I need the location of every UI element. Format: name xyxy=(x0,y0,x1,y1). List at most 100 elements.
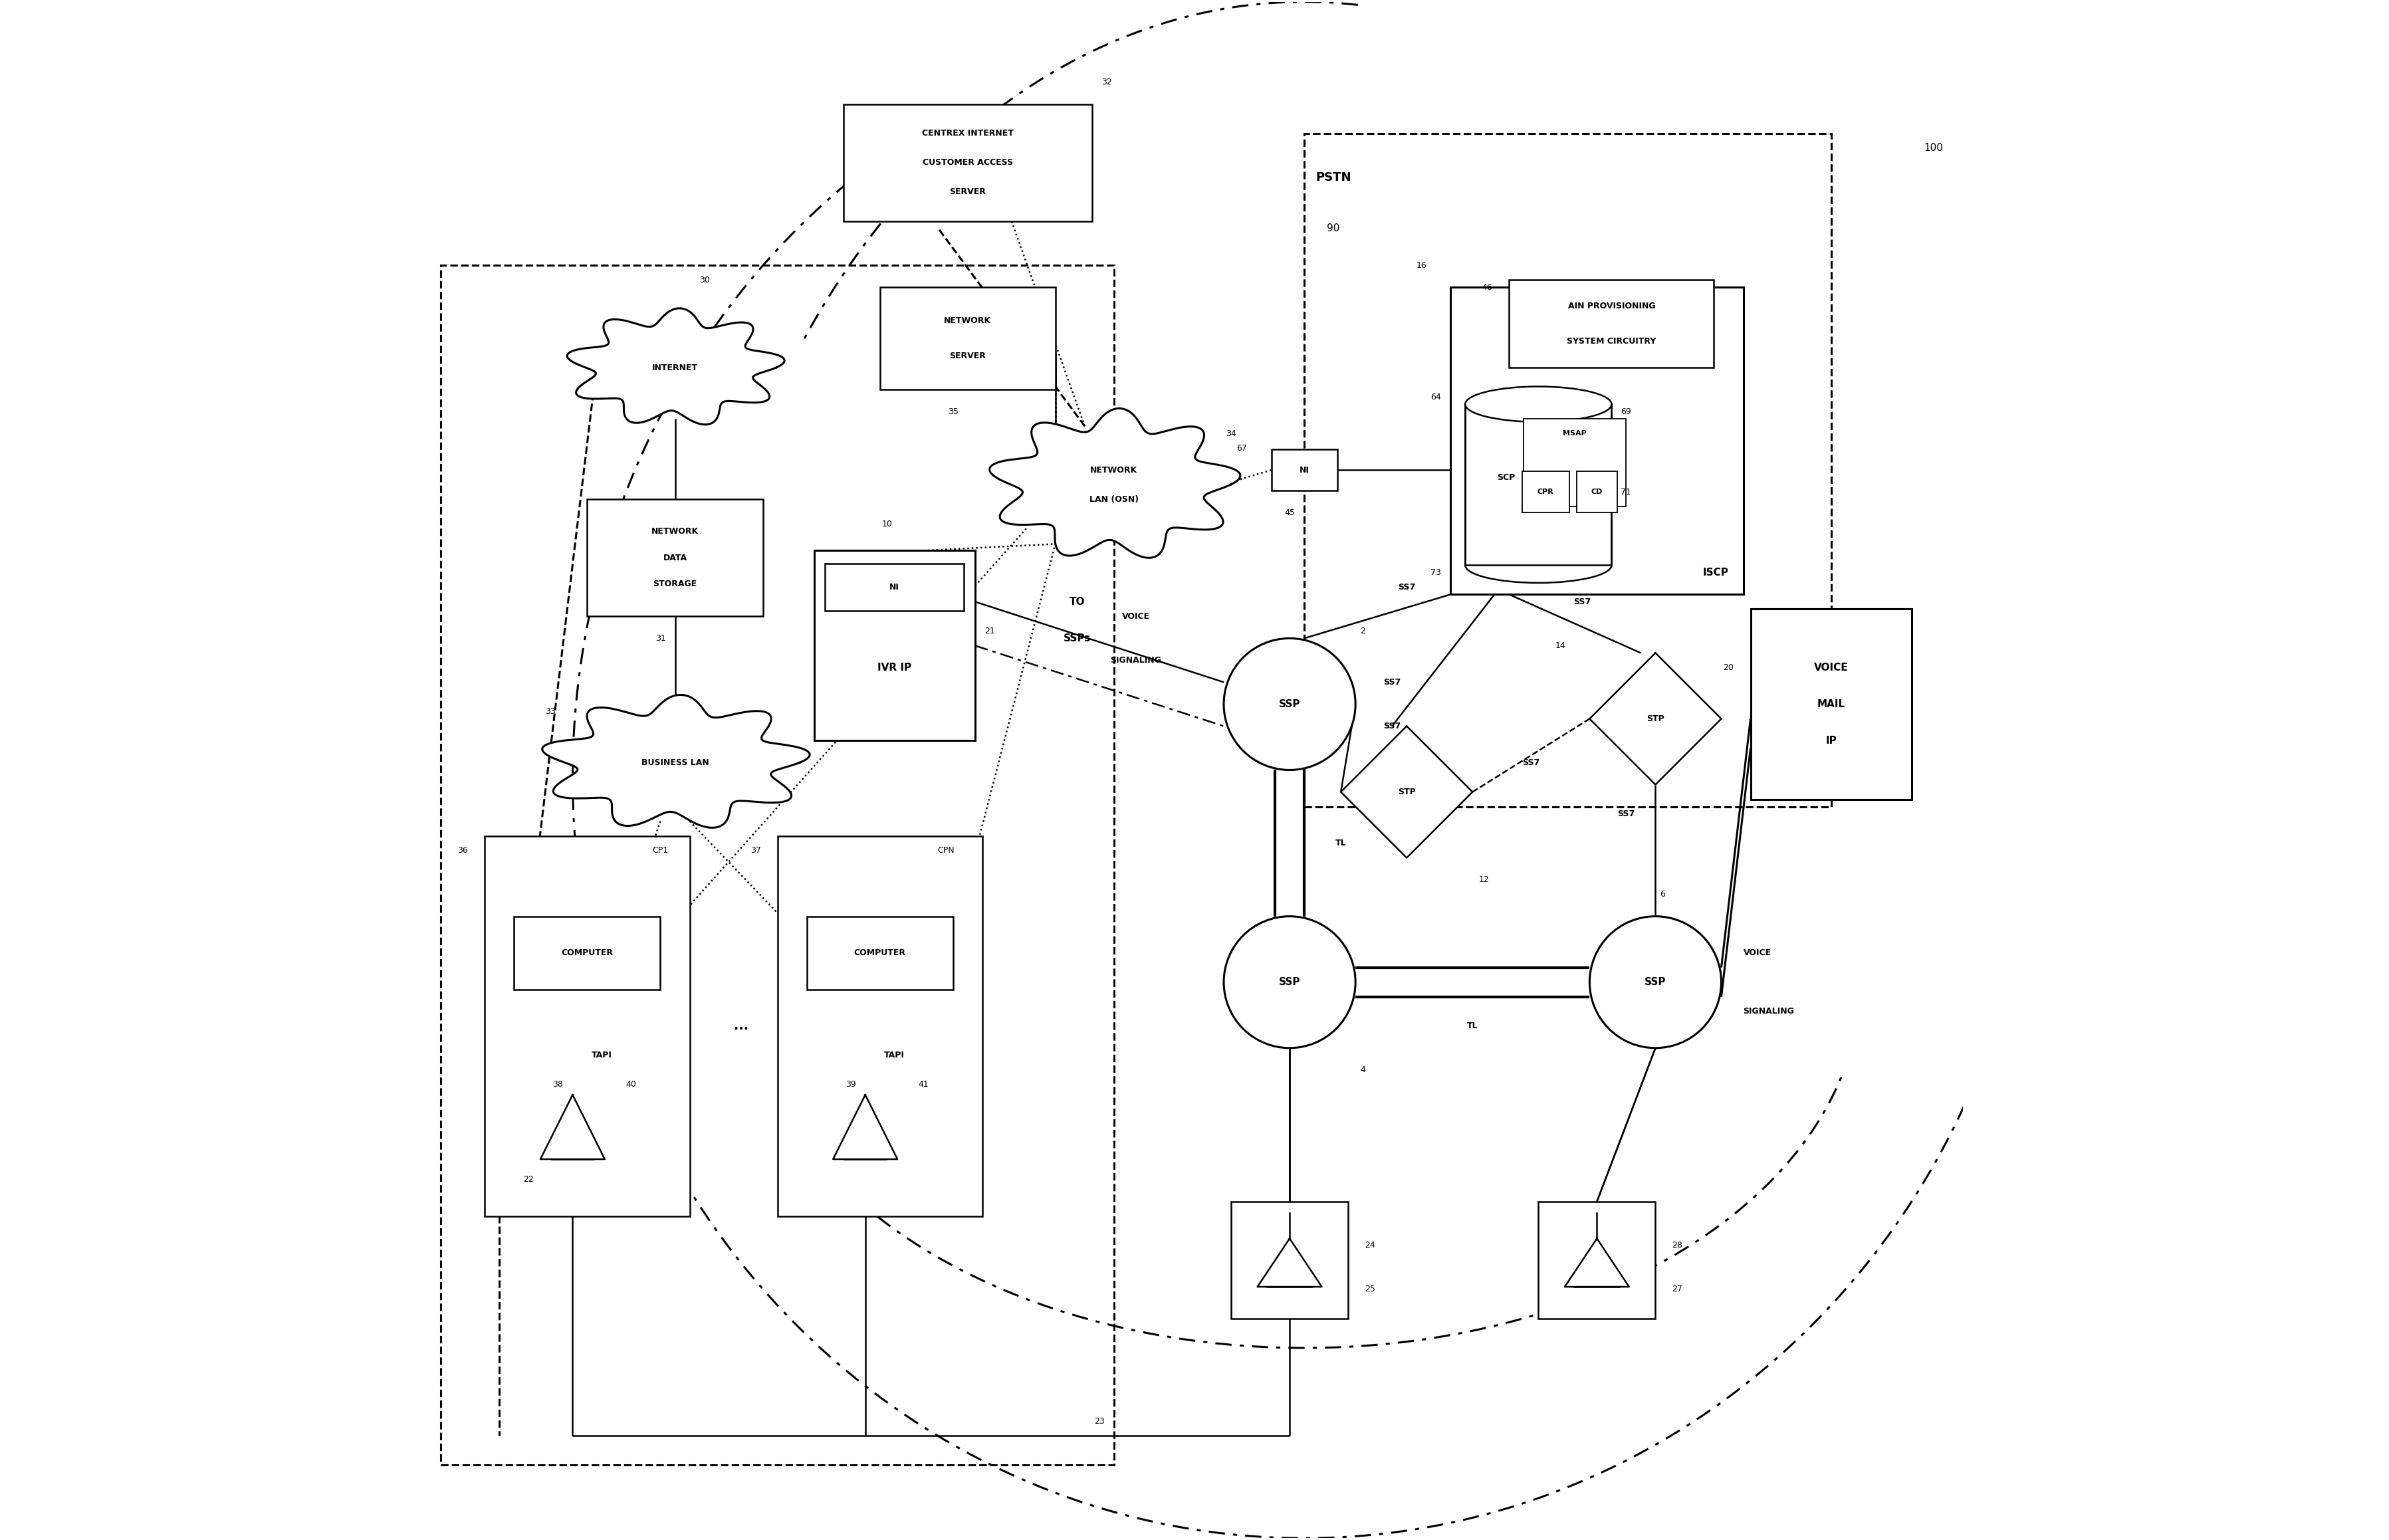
Text: SS7: SS7 xyxy=(1617,810,1634,818)
Text: 4: 4 xyxy=(1359,1066,1367,1075)
Text: 37: 37 xyxy=(750,845,760,855)
Text: MSAP: MSAP xyxy=(1562,430,1586,437)
Text: SS7: SS7 xyxy=(1522,758,1541,767)
FancyBboxPatch shape xyxy=(1230,1201,1347,1318)
Text: 22: 22 xyxy=(523,1175,533,1184)
Text: IP: IP xyxy=(1825,736,1837,745)
Text: SSP: SSP xyxy=(1644,978,1665,987)
Text: 30: 30 xyxy=(700,276,710,285)
Text: 12: 12 xyxy=(1479,875,1488,884)
Text: 10: 10 xyxy=(882,521,893,528)
Text: COMPUTER: COMPUTER xyxy=(561,949,614,958)
Polygon shape xyxy=(566,308,784,425)
Text: SERVER: SERVER xyxy=(948,188,987,197)
Text: IVR IP: IVR IP xyxy=(877,662,913,673)
Text: NETWORK: NETWORK xyxy=(944,317,991,325)
Text: 23: 23 xyxy=(1094,1417,1104,1426)
FancyBboxPatch shape xyxy=(879,286,1056,390)
Circle shape xyxy=(1589,916,1722,1049)
Text: SS7: SS7 xyxy=(1398,582,1414,591)
Text: 6: 6 xyxy=(1660,890,1665,899)
Text: VOICE: VOICE xyxy=(1813,662,1849,673)
FancyBboxPatch shape xyxy=(1271,450,1338,491)
Text: 27: 27 xyxy=(1672,1284,1682,1294)
Text: CP1: CP1 xyxy=(652,845,669,855)
Circle shape xyxy=(1223,916,1355,1049)
FancyBboxPatch shape xyxy=(1524,419,1627,507)
Text: 100: 100 xyxy=(1923,143,1942,152)
Text: STP: STP xyxy=(1398,787,1417,796)
FancyBboxPatch shape xyxy=(1577,471,1617,513)
FancyBboxPatch shape xyxy=(514,916,659,990)
Polygon shape xyxy=(1589,653,1722,785)
Text: 64: 64 xyxy=(1431,393,1441,402)
Text: VOICE: VOICE xyxy=(1744,949,1770,958)
Text: TAPI: TAPI xyxy=(884,1050,905,1060)
Text: CPN: CPN xyxy=(936,845,953,855)
Text: STORAGE: STORAGE xyxy=(652,581,698,588)
Text: MAIL: MAIL xyxy=(1818,699,1844,708)
FancyBboxPatch shape xyxy=(1522,471,1570,513)
Text: 71: 71 xyxy=(1620,488,1632,496)
Polygon shape xyxy=(1565,1238,1629,1287)
Text: SERVER: SERVER xyxy=(948,351,987,360)
Text: NI: NI xyxy=(889,582,901,591)
Text: 32: 32 xyxy=(1101,79,1111,86)
Polygon shape xyxy=(540,1095,604,1160)
Text: 2: 2 xyxy=(1359,627,1367,636)
Text: PSTN: PSTN xyxy=(1316,171,1352,183)
Text: ISCP: ISCP xyxy=(1703,567,1730,578)
Text: 24: 24 xyxy=(1364,1241,1376,1250)
FancyBboxPatch shape xyxy=(815,550,975,741)
Text: BUSINESS LAN: BUSINESS LAN xyxy=(640,758,710,767)
Text: SSPs: SSPs xyxy=(1063,633,1092,644)
FancyBboxPatch shape xyxy=(1539,1201,1656,1318)
Text: 25: 25 xyxy=(1364,1284,1376,1294)
Text: 28: 28 xyxy=(1672,1241,1682,1250)
Text: TL: TL xyxy=(1335,839,1347,847)
Polygon shape xyxy=(542,695,810,827)
FancyBboxPatch shape xyxy=(485,836,690,1217)
Text: 90: 90 xyxy=(1326,223,1340,234)
FancyBboxPatch shape xyxy=(776,836,982,1217)
Text: LAN (OSN): LAN (OSN) xyxy=(1089,494,1140,504)
Circle shape xyxy=(1223,638,1355,770)
Text: 34: 34 xyxy=(1226,430,1238,437)
Text: 40: 40 xyxy=(626,1080,635,1089)
Text: CD: CD xyxy=(1591,488,1603,496)
Text: 45: 45 xyxy=(1285,508,1295,517)
Text: 67: 67 xyxy=(1238,444,1247,453)
Text: SSP: SSP xyxy=(1278,699,1300,708)
Text: 73: 73 xyxy=(1431,568,1441,578)
Text: AIN PROVISIONING: AIN PROVISIONING xyxy=(1567,302,1656,311)
Text: SS7: SS7 xyxy=(1574,598,1591,607)
Text: SIGNALING: SIGNALING xyxy=(1744,1007,1794,1016)
Text: CENTREX INTERNET: CENTREX INTERNET xyxy=(922,129,1013,139)
FancyBboxPatch shape xyxy=(1751,608,1911,799)
Text: NI: NI xyxy=(1300,465,1309,474)
FancyBboxPatch shape xyxy=(824,564,965,610)
Text: 31: 31 xyxy=(655,634,667,642)
Polygon shape xyxy=(834,1095,898,1160)
Text: CPR: CPR xyxy=(1539,488,1553,496)
Text: SYSTEM CIRCUITRY: SYSTEM CIRCUITRY xyxy=(1567,337,1656,345)
Text: DATA: DATA xyxy=(664,553,688,562)
Text: COMPUTER: COMPUTER xyxy=(853,949,905,958)
Text: ...: ... xyxy=(733,1019,748,1032)
Polygon shape xyxy=(1257,1238,1321,1287)
Text: NETWORK: NETWORK xyxy=(652,527,698,536)
Text: 38: 38 xyxy=(552,1080,564,1089)
Text: NETWORK: NETWORK xyxy=(1089,465,1137,474)
Text: 36: 36 xyxy=(459,845,468,855)
Text: 41: 41 xyxy=(917,1080,929,1089)
Text: TO: TO xyxy=(1070,598,1085,607)
Text: SSP: SSP xyxy=(1278,978,1300,987)
Polygon shape xyxy=(989,408,1240,557)
FancyBboxPatch shape xyxy=(1464,403,1613,565)
FancyBboxPatch shape xyxy=(1450,286,1744,594)
Text: 46: 46 xyxy=(1481,283,1493,291)
FancyBboxPatch shape xyxy=(843,105,1092,222)
Text: 21: 21 xyxy=(984,627,994,636)
Text: STP: STP xyxy=(1646,715,1665,724)
Text: 20: 20 xyxy=(1722,664,1734,671)
